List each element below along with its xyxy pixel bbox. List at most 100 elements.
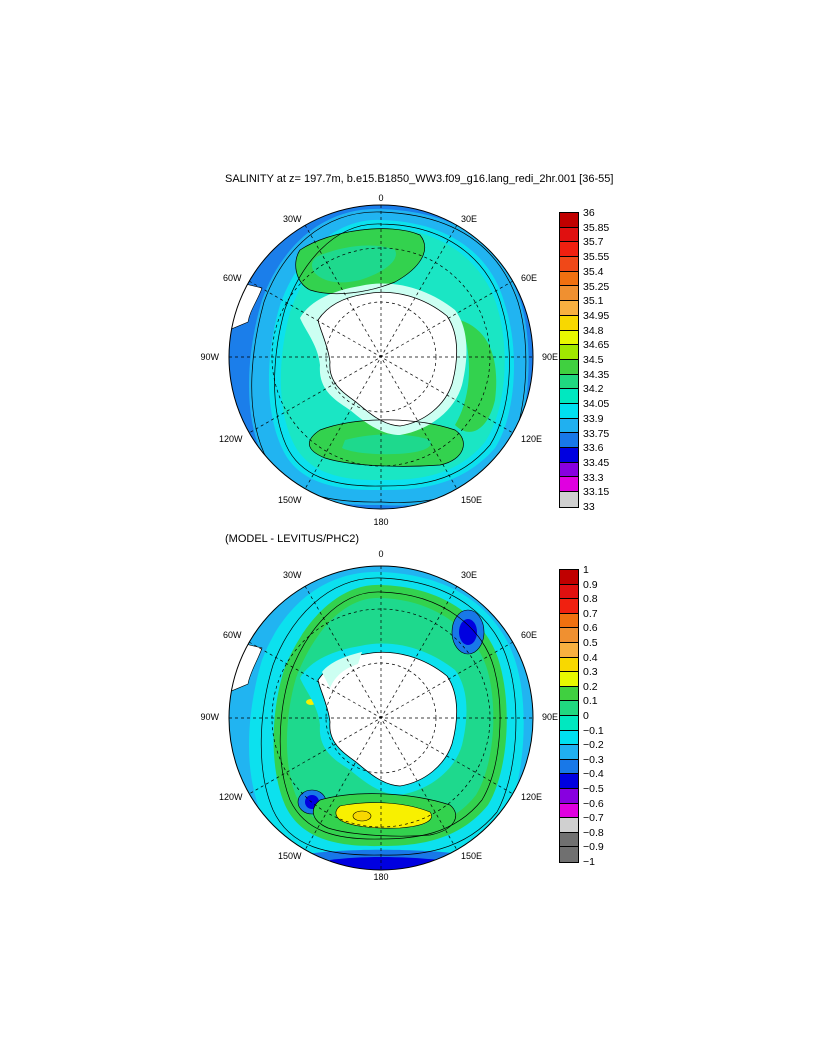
lon-label-120w: 120W (219, 792, 243, 802)
colorbar-label: 33.75 (583, 427, 610, 440)
lon-label-90e: 90E (542, 352, 559, 362)
panel-1-title: SALINITY at z= 197.7m, b.e15.B1850_WW3.f… (225, 173, 614, 185)
panel-2-title: (MODEL - LEVITUS/PHC2) (225, 533, 360, 545)
colorbar-label: 35.4 (583, 265, 604, 278)
colorbar-label: 33.6 (583, 442, 604, 455)
lon-label-180: 180 (373, 872, 389, 882)
colorbar-swatch (560, 847, 578, 862)
colorbar-label: −1 (583, 856, 595, 868)
colorbar-swatch (560, 403, 578, 419)
colorbar-label: 34.95 (583, 309, 610, 322)
colorbar-label: −0.1 (583, 724, 604, 737)
colorbar-swatch (560, 613, 578, 629)
colorbar-swatch (560, 818, 578, 833)
colorbar-swatch (560, 345, 578, 360)
colorbar-label: 34.65 (583, 339, 610, 352)
colorbar-swatch (560, 315, 578, 331)
colorbar-swatch (560, 257, 578, 272)
colorbar-label: 1 (583, 564, 589, 576)
lon-label-180: 180 (373, 517, 389, 527)
colorbar-label: −0.8 (583, 826, 604, 839)
colorbar-label: 35.55 (583, 251, 610, 264)
lon-label-90w: 90W (200, 352, 219, 362)
colorbar-swatch (560, 477, 578, 493)
colorbar-label: 0.6 (583, 622, 598, 635)
colorbar-label: 34.05 (583, 398, 610, 411)
colorbar-swatch (560, 759, 578, 775)
colorbar-swatch (560, 418, 578, 434)
colorbar-label: 33.9 (583, 412, 604, 425)
colorbar-swatch (560, 271, 578, 287)
colorbar-swatch (560, 788, 578, 804)
lon-label-60e: 60E (521, 273, 538, 283)
colorbar-swatch (560, 599, 578, 614)
colorbar-label: 35.25 (583, 280, 610, 293)
colorbar-label: 0.9 (583, 578, 598, 591)
colorbar-swatch (560, 774, 578, 789)
colorbar-label: 0.2 (583, 680, 598, 693)
lon-label-30w: 30W (283, 570, 302, 580)
colorbar-label: 35.85 (583, 221, 610, 234)
colorbar-label: 0 (583, 710, 589, 722)
colorbar-swatch (560, 286, 578, 302)
colorbar-label: 0.5 (583, 637, 598, 649)
colorbar-swatch (560, 213, 578, 228)
colorbar-swatch (560, 832, 578, 848)
colorbar-swatch (560, 374, 578, 390)
lon-label-60w: 60W (223, 630, 242, 640)
colorbar-label: 34.35 (583, 368, 610, 381)
colorbar-swatch (560, 642, 578, 658)
colorbar-swatch (560, 715, 578, 731)
colorbar-swatch (560, 803, 578, 819)
lon-label-90w: 90W (200, 712, 219, 722)
lon-label-30e: 30E (461, 214, 478, 224)
colorbar-swatch (560, 628, 578, 643)
colorbar-label: 0.3 (583, 666, 598, 679)
colorbar-swatch (560, 242, 578, 258)
colorbar-label: 33.15 (583, 486, 610, 499)
colorbar-label: 33.45 (583, 456, 610, 469)
colorbar-label: 35.1 (583, 295, 604, 308)
colorbar-swatch (560, 686, 578, 702)
colorbar-swatch (560, 330, 578, 346)
colorbar-label: −0.6 (583, 797, 604, 810)
lon-label-150e: 150E (461, 495, 483, 505)
lon-label-0: 0 (378, 549, 384, 559)
colorbar-label: 0.1 (583, 695, 598, 708)
colorbar-swatch (560, 657, 578, 673)
colorbar-label: −0.2 (583, 739, 604, 752)
colorbar-label: 0.7 (583, 607, 598, 620)
anomaly-map (228, 565, 534, 871)
colorbar-swatch (560, 745, 578, 760)
colorbar-swatch (560, 227, 578, 243)
salinity-map (228, 204, 534, 510)
salinity-colorbar (559, 212, 579, 508)
colorbar-swatch (560, 492, 578, 507)
colorbar-label: 33.3 (583, 471, 604, 484)
colorbar-label: 0.4 (583, 651, 598, 664)
colorbar-swatch (560, 584, 578, 600)
lon-label-30w: 30W (283, 214, 302, 224)
colorbar-label: 34.8 (583, 324, 604, 337)
lon-label-30e: 30E (461, 570, 478, 580)
lon-label-120w: 120W (219, 434, 243, 444)
colorbar-label: 34.2 (583, 383, 604, 396)
colorbar-label: 33 (583, 501, 595, 513)
colorbar-label: −0.4 (583, 768, 604, 781)
lon-label-120e: 120E (521, 434, 543, 444)
colorbar-swatch (560, 570, 578, 585)
lon-label-150w: 150W (278, 851, 302, 861)
colorbar-swatch (560, 359, 578, 375)
colorbar-label: −0.7 (583, 812, 604, 825)
anomaly-colorbar (559, 569, 579, 863)
colorbar-swatch (560, 301, 578, 316)
colorbar-swatch (560, 389, 578, 404)
lon-label-60e: 60E (521, 630, 538, 640)
lon-label-150e: 150E (461, 851, 483, 861)
lon-label-0: 0 (378, 193, 384, 203)
lon-label-150w: 150W (278, 495, 302, 505)
colorbar-label: 35.7 (583, 236, 604, 249)
colorbar-label: −0.5 (583, 783, 604, 795)
lon-label-90e: 90E (542, 712, 559, 722)
